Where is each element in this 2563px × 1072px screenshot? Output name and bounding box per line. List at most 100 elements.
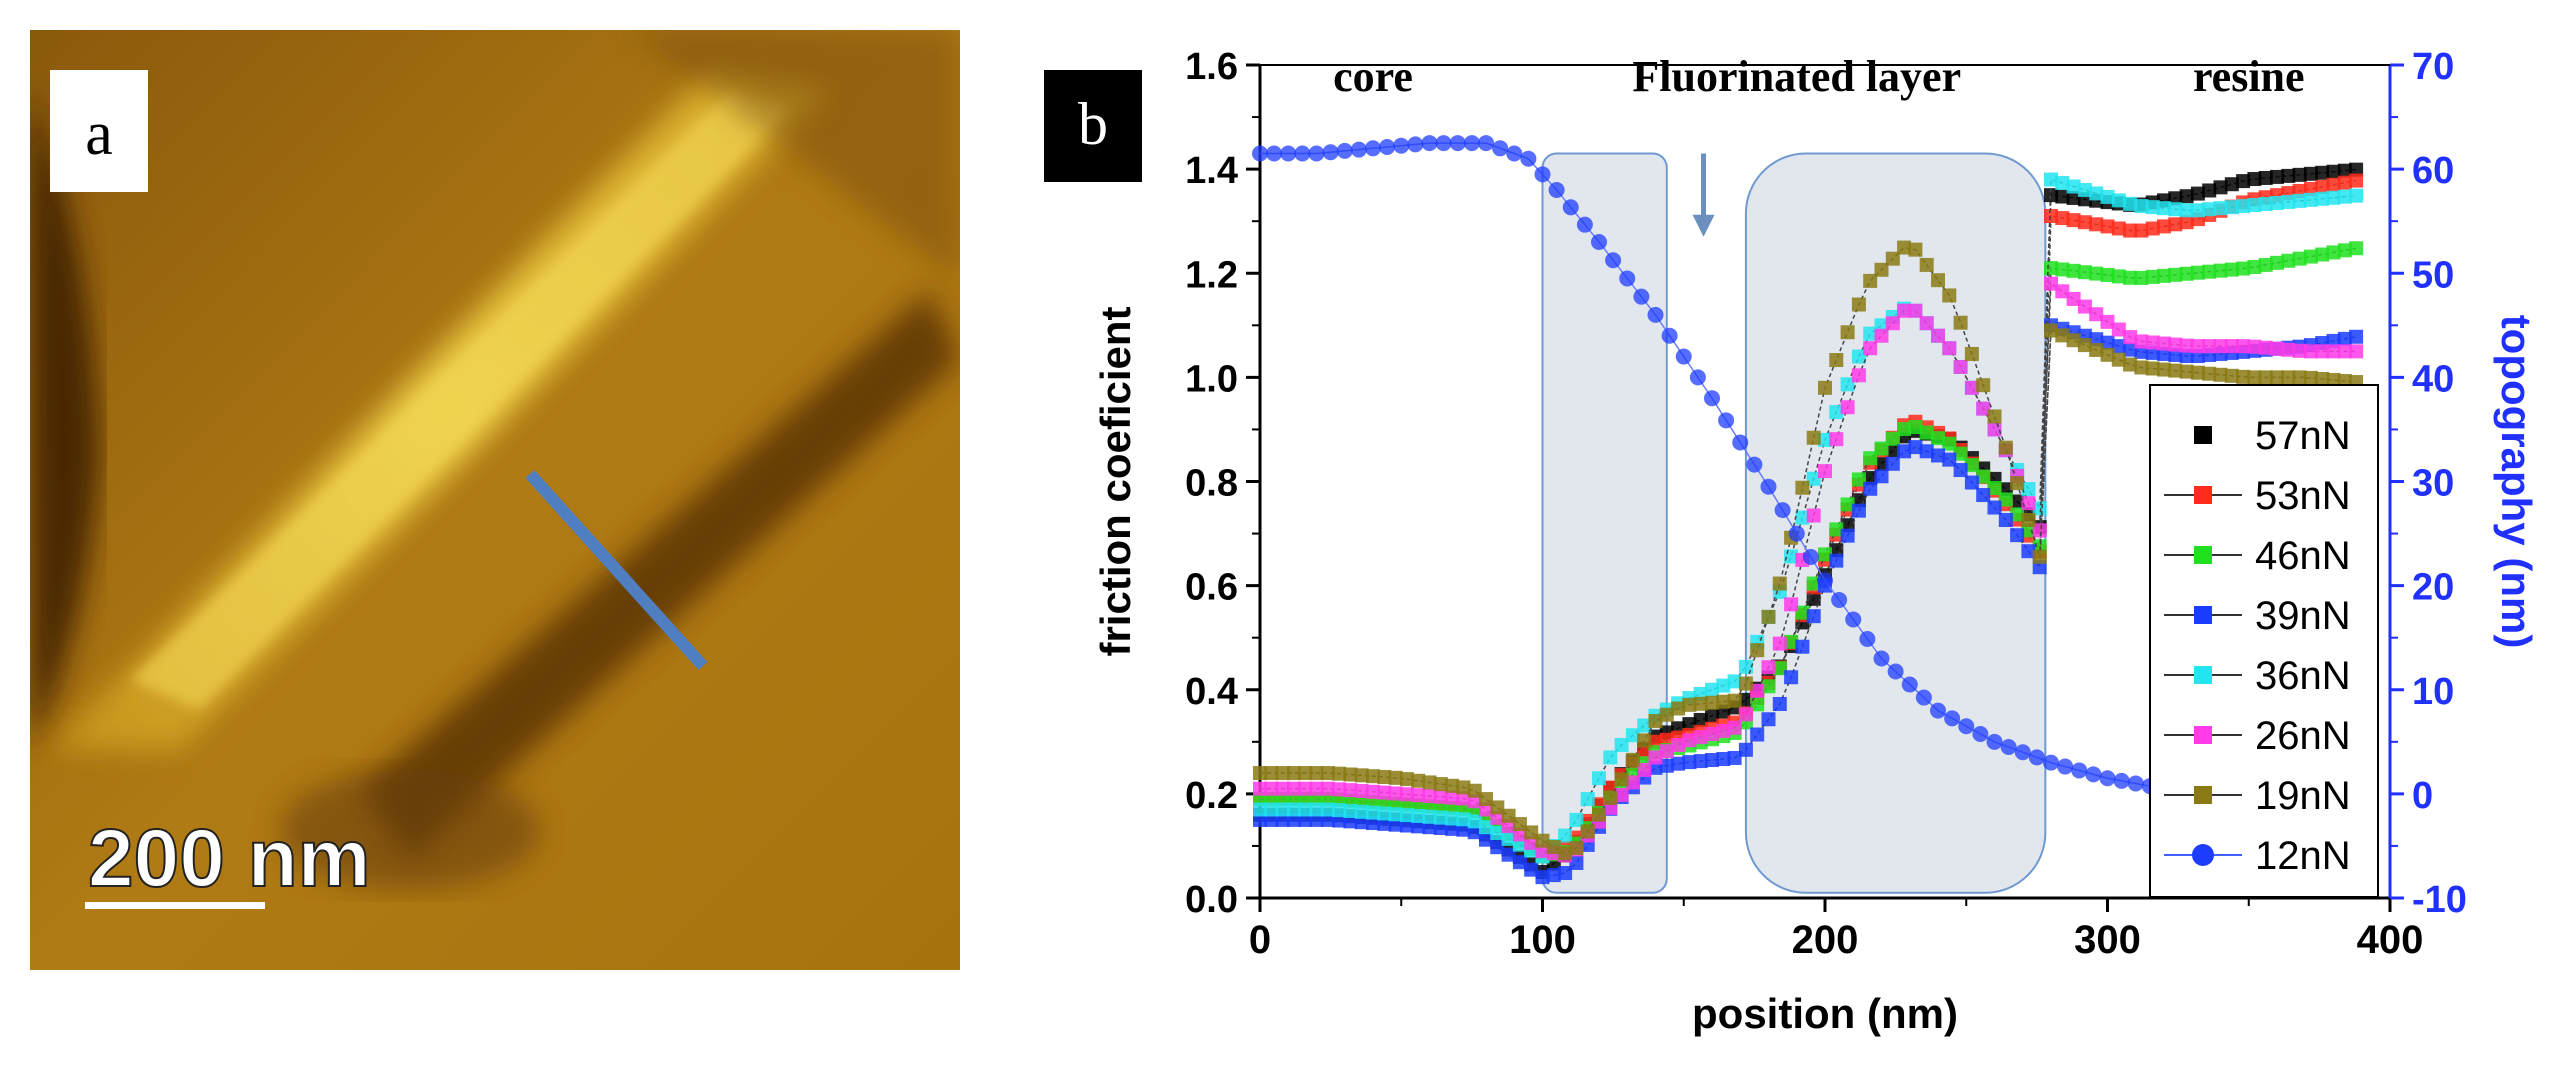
- point-36nN: [2190, 203, 2205, 218]
- point-36nN: [1445, 811, 1460, 826]
- point-19nN: [2055, 328, 2070, 343]
- point-36nN: [1829, 405, 1844, 420]
- point-26nN: [1659, 744, 1674, 759]
- point-36nN: [1298, 802, 1313, 817]
- point-12nN: [1294, 145, 1311, 162]
- point-26nN: [1750, 683, 1765, 698]
- point-19nN: [1433, 777, 1448, 792]
- point-26nN: [2224, 339, 2239, 354]
- point-26nN: [1964, 380, 1979, 395]
- point-46nN: [1829, 522, 1844, 537]
- point-19nN: [1897, 240, 1912, 255]
- point-26nN: [1931, 328, 1945, 343]
- point-19nN: [1388, 770, 1403, 785]
- point-12nN: [1859, 630, 1876, 647]
- point-26nN: [1332, 782, 1347, 797]
- point-19nN: [1682, 697, 1697, 712]
- point-19nN: [2224, 368, 2239, 383]
- point-26nN: [1705, 727, 1719, 742]
- point-26nN: [1399, 787, 1414, 802]
- point-26nN: [1671, 737, 1686, 752]
- point-36nN: [2044, 172, 2058, 187]
- point-19nN: [2281, 370, 2296, 385]
- point-36nN: [2236, 199, 2251, 214]
- point-19nN: [1332, 766, 1347, 781]
- point-19nN: [1885, 251, 1900, 266]
- point-19nN: [1637, 733, 1652, 748]
- point-39nN: [1942, 452, 1957, 467]
- point-12nN: [1562, 199, 1579, 216]
- y-tick-label: 0.0: [1185, 879, 1238, 921]
- point-19nN: [1366, 769, 1380, 784]
- y2-tick-label: 20: [2412, 567, 2454, 609]
- point-53nN: [2123, 223, 2138, 238]
- point-36nN: [1592, 771, 1606, 786]
- point-39nN: [1682, 755, 1697, 770]
- legend-marker-53nN: [2194, 486, 2212, 504]
- point-26nN: [1863, 341, 1878, 356]
- x-tick-label: 100: [1509, 918, 1576, 962]
- point-46nN: [2055, 262, 2070, 277]
- point-39nN: [1479, 832, 1493, 847]
- panel-a-label: a: [85, 100, 113, 168]
- point-26nN: [1309, 781, 1324, 796]
- point-46nN: [2292, 251, 2307, 266]
- point-12nN: [1774, 502, 1791, 519]
- point-26nN: [1693, 730, 1708, 745]
- point-19nN: [1264, 766, 1279, 781]
- point-46nN: [2213, 263, 2228, 278]
- point-36nN: [1275, 802, 1290, 817]
- point-19nN: [1964, 346, 1979, 361]
- point-53nN: [2157, 219, 2171, 234]
- point-12nN: [1576, 216, 1593, 233]
- point-36nN: [2077, 182, 2092, 197]
- point-39nN: [1987, 500, 2002, 515]
- point-19nN: [1456, 780, 1471, 795]
- friction-chart-panel: b 0 100 200 300 400 0.0 0.2 0.4 0.6 0.8 1.0 1.2 1.4 1…: [1040, 30, 2540, 1060]
- point-46nN: [2157, 268, 2171, 283]
- legend-label-19nN: 19nN: [2255, 774, 2351, 818]
- point-12nN: [1619, 270, 1636, 287]
- point-57nN: [2066, 190, 2081, 205]
- point-57nN: [2315, 165, 2330, 180]
- point-26nN: [1354, 783, 1369, 798]
- point-36nN: [1863, 326, 1878, 341]
- point-19nN: [2315, 371, 2330, 386]
- point-53nN: [2111, 221, 2126, 236]
- point-36nN: [2270, 195, 2284, 210]
- point-12nN: [1534, 166, 1551, 183]
- point-36nN: [2303, 192, 2318, 207]
- point-36nN: [2089, 186, 2104, 201]
- point-12nN: [1379, 138, 1396, 155]
- point-12nN: [1520, 150, 1537, 167]
- point-26nN: [1377, 785, 1392, 800]
- point-36nN: [2326, 190, 2341, 205]
- point-19nN: [1851, 297, 1866, 312]
- point-26nN: [2326, 344, 2341, 359]
- point-26nN: [1286, 781, 1301, 796]
- point-12nN: [1788, 525, 1805, 542]
- point-19nN: [2077, 338, 2092, 353]
- point-26nN: [1806, 508, 1821, 523]
- point-46nN: [2270, 255, 2284, 270]
- point-39nN: [2021, 544, 2036, 559]
- point-36nN: [2349, 188, 2364, 203]
- point-26nN: [1942, 341, 1957, 356]
- point-12nN: [1605, 252, 1622, 269]
- point-19nN: [1874, 262, 1889, 277]
- point-57nN: [2179, 189, 2194, 204]
- point-26nN: [1320, 781, 1335, 796]
- point-19nN: [2190, 365, 2205, 380]
- point-12nN: [1421, 135, 1438, 152]
- point-39nN: [1738, 742, 1753, 757]
- point-19nN: [1908, 242, 1923, 257]
- point-26nN: [2032, 523, 2047, 538]
- legend-label-53nN: 53nN: [2255, 474, 2351, 518]
- point-36nN: [1332, 803, 1347, 818]
- point-26nN: [2157, 336, 2171, 351]
- afm-image: a 200 nm: [30, 30, 960, 970]
- point-57nN: [1693, 712, 1708, 727]
- point-26nN: [2213, 339, 2228, 354]
- point-19nN: [1738, 676, 1753, 691]
- point-39nN: [1727, 750, 1742, 765]
